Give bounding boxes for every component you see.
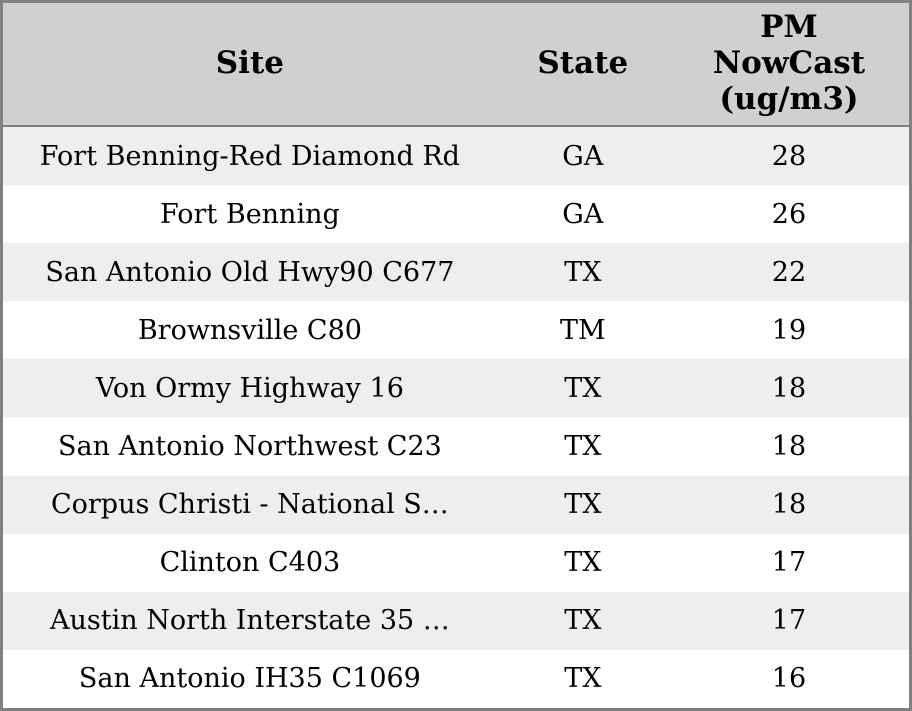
table-row: Fort Benning-Red Diamond Rd GA 28 <box>3 126 909 186</box>
pm-value-cell: 19 <box>771 314 807 346</box>
state-cell: TX <box>564 372 602 404</box>
site-cell: Austin North Interstate 35 … <box>50 605 450 637</box>
table-row: San Antonio Northwest C23 TX 18 <box>3 417 909 476</box>
header-row: Site State PM NowCast (ug/m3) <box>3 3 909 127</box>
table-body: Fort Benning-Red Diamond Rd GA 28 Fort B… <box>3 126 909 708</box>
site-cell: Fort Benning-Red Diamond Rd <box>39 140 460 172</box>
table-row: San Antonio Old Hwy90 C677 TX 22 <box>3 243 909 302</box>
site-cell: Brownsville C80 <box>137 314 362 346</box>
pm-value-cell: 22 <box>771 256 807 288</box>
site-cell: San Antonio Old Hwy90 C677 <box>45 256 455 288</box>
state-cell: TX <box>564 431 602 463</box>
site-cell: Clinton C403 <box>159 547 341 579</box>
pm-value-cell: 17 <box>771 605 807 637</box>
pm-value-cell: 26 <box>771 198 807 230</box>
site-cell: San Antonio IH35 C1069 <box>78 663 421 695</box>
site-cell: Corpus Christi - National S… <box>50 489 449 521</box>
table-row: San Antonio IH35 C1069 TX 16 <box>3 649 909 708</box>
table-row: Austin North Interstate 35 … TX 17 <box>3 591 909 650</box>
column-header-pm-nowcast: PM NowCast (ug/m3) <box>668 3 909 127</box>
table-header: Site State PM NowCast (ug/m3) <box>3 3 909 127</box>
state-cell: GA <box>562 140 604 172</box>
site-cell: San Antonio Northwest C23 <box>57 431 442 463</box>
column-header-state: State <box>496 3 669 127</box>
state-cell: TM <box>560 314 606 346</box>
state-cell: GA <box>562 198 604 230</box>
state-cell: TX <box>564 547 602 579</box>
site-cell: Von Ormy Highway 16 <box>95 372 404 404</box>
pm-value-cell: 18 <box>771 431 807 463</box>
table-row: Corpus Christi - National S… TX 18 <box>3 475 909 534</box>
pm-nowcast-table: Site State PM NowCast (ug/m3) Fort Benni… <box>3 3 909 708</box>
pm-value-cell: 28 <box>771 140 807 172</box>
state-cell: TX <box>564 256 602 288</box>
table-row: Clinton C403 TX 17 <box>3 533 909 592</box>
pm-value-cell: 18 <box>771 489 807 521</box>
state-cell: TX <box>564 489 602 521</box>
site-cell: Fort Benning <box>160 198 340 230</box>
table-row: Brownsville C80 TM 19 <box>3 301 909 360</box>
pm-value-cell: 16 <box>771 663 807 695</box>
table-row: Von Ormy Highway 16 TX 18 <box>3 359 909 418</box>
state-cell: TX <box>564 663 602 695</box>
pm-value-cell: 18 <box>771 372 807 404</box>
table-row: Fort Benning GA 26 <box>3 185 909 244</box>
state-cell: TX <box>564 605 602 637</box>
pm-value-cell: 17 <box>771 547 807 579</box>
column-header-site: Site <box>3 3 497 127</box>
